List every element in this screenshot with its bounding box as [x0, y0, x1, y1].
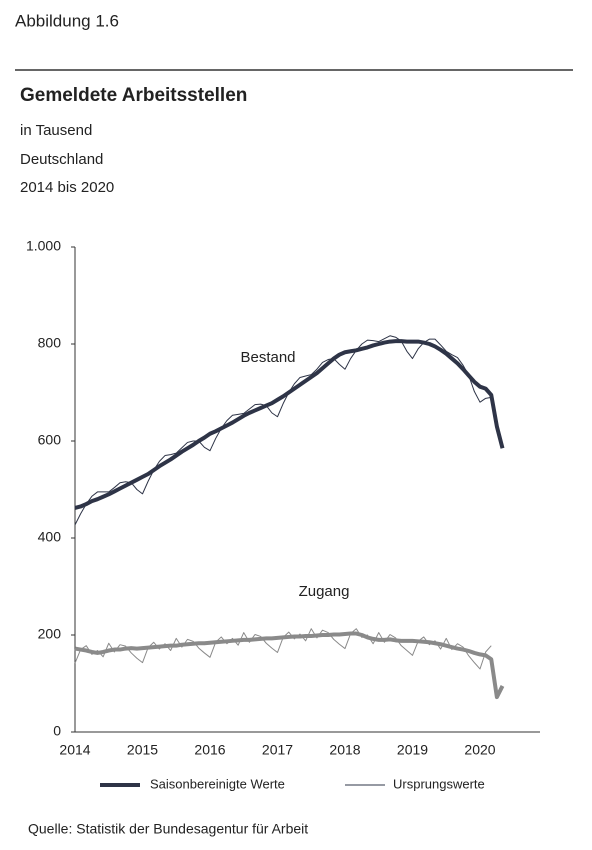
seasonal-line: [74, 339, 505, 510]
x-tick-label: 2020: [464, 742, 495, 758]
y-tick-label: 400: [38, 529, 62, 545]
source: Quelle: Statistik der Bundesagentur für …: [28, 821, 308, 837]
x-tick-label: 2014: [59, 742, 90, 758]
legend-label: Saisonbereinigte Werte: [150, 776, 285, 791]
y-tick-label: 0: [53, 723, 61, 739]
subtitle: Deutschland: [20, 151, 103, 168]
x-tick-label: 2017: [262, 742, 293, 758]
y-tick-label: 800: [38, 335, 62, 351]
seasonal-line: [74, 631, 505, 700]
x-tick-label: 2016: [194, 742, 225, 758]
y-tick-label: 600: [38, 432, 62, 448]
legend-label: Ursprungswerte: [393, 776, 485, 791]
raw-line: [74, 335, 492, 526]
chart-title: Gemeldete Arbeitsstellen: [20, 85, 247, 106]
subtitle: 2014 bis 2020: [20, 179, 114, 196]
x-tick-label: 2019: [397, 742, 428, 758]
y-tick-label: 200: [38, 626, 62, 642]
series-label: Bestand: [240, 349, 295, 366]
series-label: Zugang: [299, 583, 350, 600]
y-tick-label: 1.000: [26, 238, 61, 254]
figure-number: Abbildung 1.6: [15, 11, 119, 30]
x-tick-label: 2018: [329, 742, 360, 758]
x-tick-label: 2015: [127, 742, 158, 758]
subtitle: in Tausend: [20, 122, 92, 139]
